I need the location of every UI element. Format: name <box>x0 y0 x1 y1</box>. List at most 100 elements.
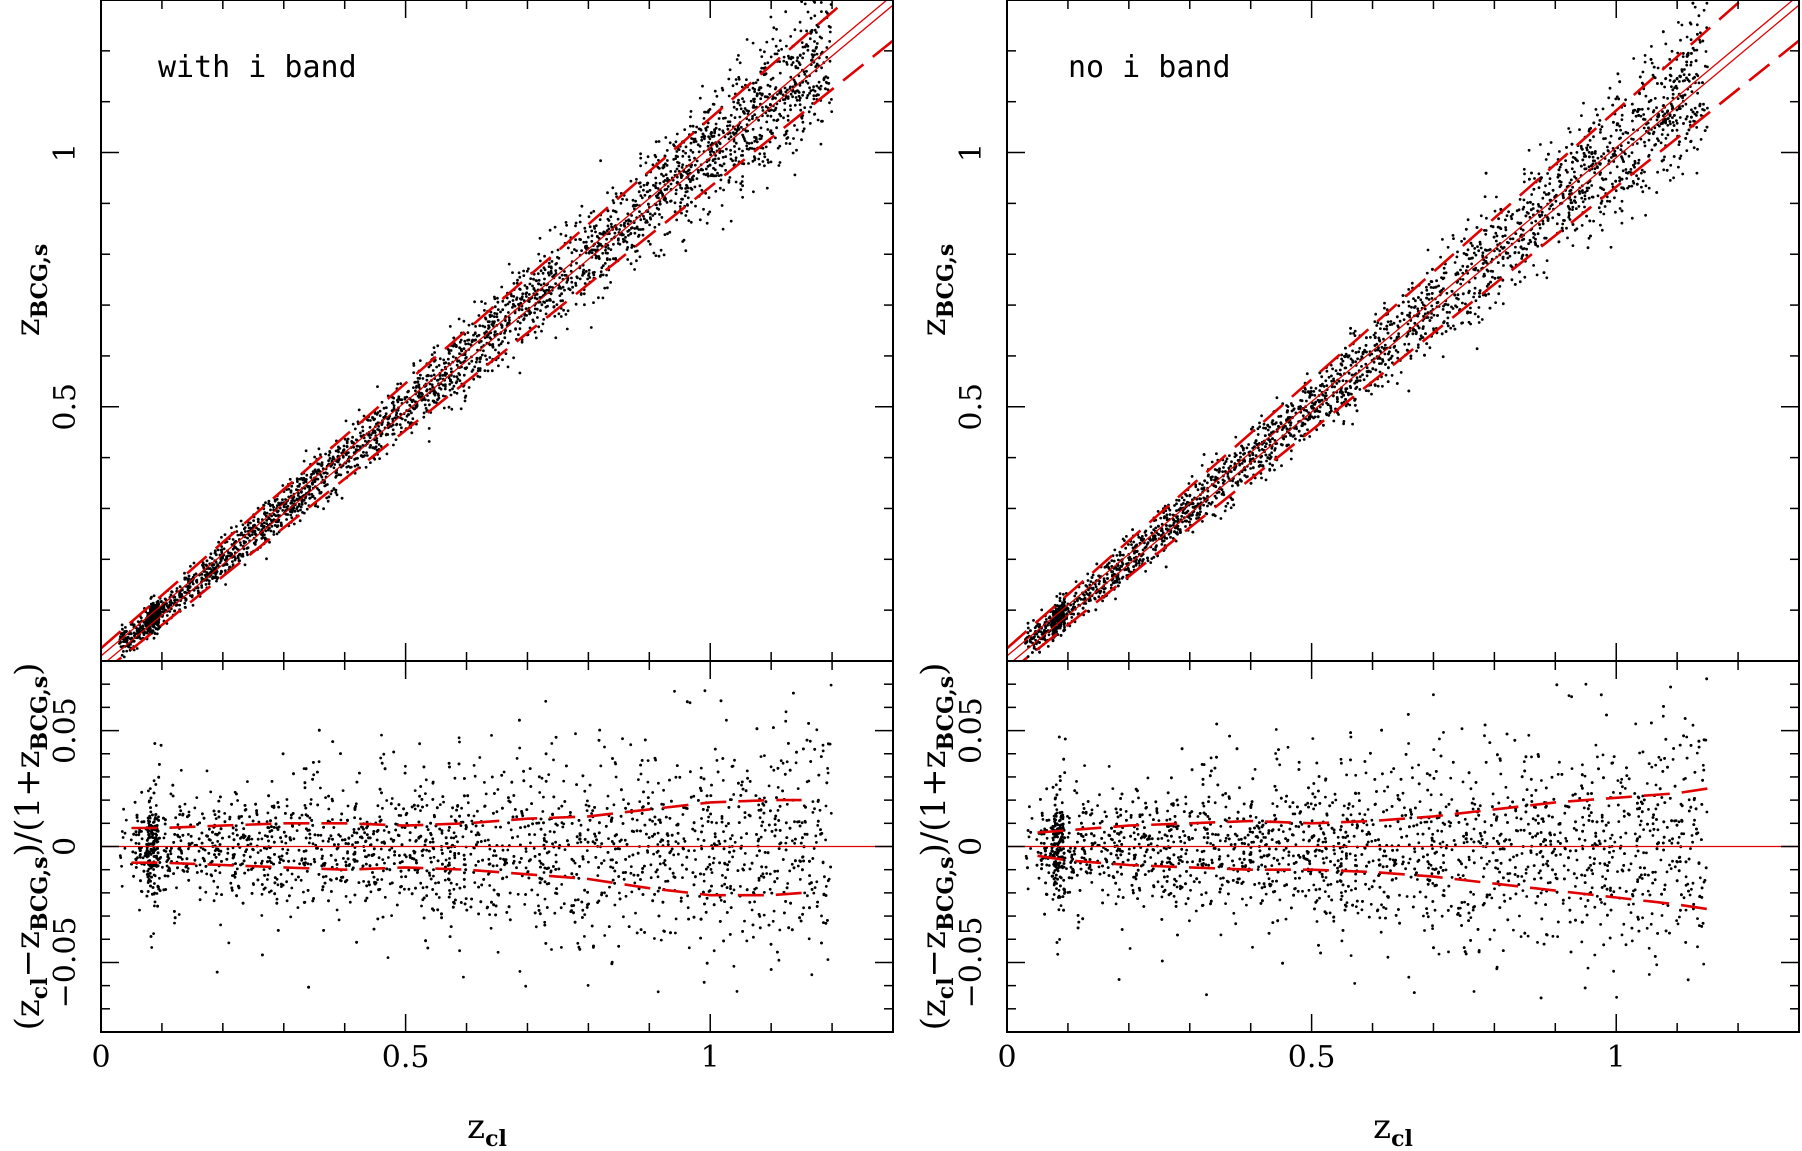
data-point <box>755 854 759 857</box>
data-point <box>230 552 233 556</box>
data-point <box>378 457 381 460</box>
data-point <box>781 761 785 765</box>
data-point <box>606 794 610 798</box>
data-point <box>828 40 832 43</box>
data-point <box>762 891 766 894</box>
data-point <box>391 417 394 421</box>
data-point <box>427 365 431 369</box>
data-point <box>782 116 785 120</box>
data-point <box>684 170 688 174</box>
data-point <box>786 118 790 122</box>
data-point <box>369 419 372 422</box>
data-point <box>674 140 678 144</box>
data-point <box>594 230 597 234</box>
data-point <box>310 473 313 476</box>
data-point <box>829 25 832 29</box>
data-point <box>691 150 695 154</box>
data-point <box>586 277 589 281</box>
data-point <box>448 889 451 892</box>
data-point <box>706 174 710 178</box>
data-point <box>616 242 620 245</box>
data-point <box>540 303 544 307</box>
data-point <box>444 361 448 365</box>
data-point <box>262 521 266 525</box>
data-point <box>793 91 797 95</box>
data-point <box>173 609 176 613</box>
data-point <box>495 315 499 319</box>
data-point <box>211 841 214 845</box>
data-point <box>609 222 613 226</box>
data-point <box>710 141 714 145</box>
data-point <box>740 85 744 89</box>
data-point <box>137 833 141 837</box>
data-point <box>293 499 296 503</box>
data-point <box>499 857 502 860</box>
data-point <box>734 180 738 184</box>
data-point <box>704 110 708 114</box>
data-point <box>787 56 791 60</box>
data-point <box>621 237 625 241</box>
data-point <box>789 85 792 89</box>
data-point <box>725 147 728 151</box>
data-point <box>724 876 727 880</box>
data-point <box>660 172 663 176</box>
data-point <box>260 892 264 896</box>
data-point <box>400 426 403 430</box>
data-point <box>511 299 515 302</box>
data-point <box>246 536 250 540</box>
data-point <box>272 505 275 509</box>
data-point <box>769 114 773 118</box>
data-point <box>241 523 245 527</box>
data-point <box>603 891 606 895</box>
data-point <box>817 86 821 90</box>
data-point <box>657 223 661 226</box>
data-point <box>622 233 625 237</box>
data-point <box>286 513 290 516</box>
data-point <box>447 376 451 380</box>
data-point <box>631 198 635 202</box>
data-point <box>300 858 304 862</box>
data-point <box>802 52 805 55</box>
data-point <box>339 879 343 883</box>
data-point <box>295 829 299 832</box>
data-point <box>426 373 430 377</box>
data-point <box>677 852 680 856</box>
data-point <box>219 572 223 576</box>
data-point <box>741 97 744 101</box>
data-point <box>816 118 820 122</box>
data-point <box>478 356 482 360</box>
data-point <box>684 214 688 217</box>
data-point <box>778 112 781 116</box>
data-point <box>324 452 327 456</box>
data-point <box>614 192 618 196</box>
data-point <box>800 116 804 120</box>
data-point <box>674 192 678 196</box>
data-point <box>296 509 300 513</box>
data-point <box>462 373 466 377</box>
data-point <box>424 778 428 782</box>
data-point <box>791 61 795 64</box>
data-point <box>329 492 333 496</box>
data-point <box>609 281 612 284</box>
data-point <box>419 809 422 812</box>
data-point <box>234 546 238 549</box>
data-point <box>651 214 655 217</box>
data-point <box>673 201 677 205</box>
data-point <box>674 840 678 843</box>
data-point <box>745 109 749 112</box>
data-point <box>617 237 620 241</box>
data-point <box>587 251 591 255</box>
data-point <box>416 376 420 380</box>
data-point <box>528 282 532 286</box>
data-point <box>442 358 446 362</box>
data-point <box>708 210 712 214</box>
data-point <box>627 855 631 858</box>
data-point <box>605 229 609 233</box>
data-point <box>684 187 687 190</box>
data-point <box>421 886 425 890</box>
data-point <box>757 118 760 122</box>
data-point <box>150 631 153 634</box>
data-point <box>681 240 685 243</box>
data-point <box>630 214 633 217</box>
data-point <box>377 443 381 446</box>
